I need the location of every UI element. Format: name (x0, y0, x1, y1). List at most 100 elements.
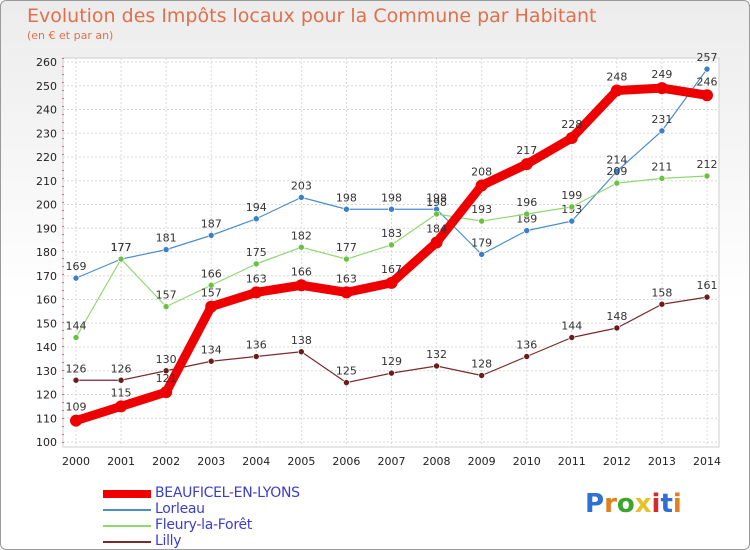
data-label: 138 (291, 334, 312, 347)
data-point (433, 210, 440, 218)
data-label: 257 (697, 51, 718, 64)
data-label: 157 (156, 289, 177, 302)
data-point (250, 286, 263, 299)
data-point (478, 251, 485, 258)
legend-item: Lilly (103, 533, 343, 549)
data-label: 212 (697, 158, 718, 171)
x-tick-label: 2013 (648, 455, 676, 468)
data-point (613, 179, 621, 187)
data-label: 166 (201, 267, 222, 280)
x-tick-label: 2004 (242, 455, 270, 468)
y-tick-label: 250 (36, 80, 57, 93)
data-point (343, 379, 350, 386)
data-point (72, 274, 80, 282)
data-label: 203 (291, 179, 312, 192)
data-point (162, 246, 170, 253)
data-label: 208 (471, 166, 492, 179)
data-point (388, 241, 395, 249)
data-point (655, 82, 668, 95)
data-label: 184 (426, 223, 447, 236)
data-label: 194 (246, 201, 267, 214)
data-point (568, 203, 576, 211)
data-label: 182 (291, 229, 312, 242)
data-point (295, 279, 308, 292)
data-label: 211 (651, 160, 672, 173)
logo-letter: t (660, 489, 673, 519)
y-tick-label: 200 (36, 199, 57, 212)
data-point (523, 227, 531, 234)
data-label: 199 (561, 189, 582, 202)
data-label: 198 (426, 196, 447, 209)
data-point (613, 167, 621, 175)
data-point (433, 362, 440, 370)
legend-swatch (103, 490, 151, 498)
data-label: 214 (606, 153, 627, 166)
data-point (388, 369, 395, 377)
x-tick-label: 2011 (558, 455, 586, 468)
data-label: 209 (606, 165, 627, 178)
data-point (658, 175, 666, 182)
y-tick-label: 100 (36, 436, 57, 449)
logo-letter: r (604, 489, 617, 519)
data-label: 177 (111, 241, 132, 254)
data-label: 158 (651, 286, 672, 299)
legend-label: Lorleau (155, 501, 205, 517)
y-tick-label: 240 (36, 104, 57, 117)
x-tick-label: 2014 (693, 455, 721, 468)
y-tick-label: 160 (36, 294, 57, 307)
data-label: 166 (291, 265, 312, 278)
data-point (523, 353, 531, 360)
data-label: 198 (336, 191, 357, 204)
data-label: 129 (381, 355, 402, 368)
logo-letter: P (585, 489, 605, 519)
data-label: 189 (516, 213, 537, 226)
logo-letter: x (634, 489, 652, 519)
data-label: 144 (561, 320, 582, 333)
data-point (475, 179, 488, 192)
data-point (72, 376, 80, 384)
data-point (385, 276, 398, 289)
data-label: 228 (561, 118, 582, 131)
data-label: 198 (426, 191, 447, 204)
chart-subtitle: (en € et par an) (27, 29, 114, 42)
data-point (430, 236, 443, 249)
data-point (115, 400, 128, 413)
data-label: 132 (426, 348, 447, 361)
legend-item: Fleury-la-Forêt (103, 517, 343, 535)
data-label: 115 (111, 386, 132, 399)
data-label: 217 (516, 144, 537, 157)
y-tick-label: 260 (36, 56, 57, 69)
y-tick-label: 220 (36, 151, 57, 164)
data-label: 136 (516, 339, 537, 352)
data-point (701, 89, 713, 102)
y-tick-label: 230 (36, 127, 57, 140)
legend-swatch (103, 525, 151, 527)
x-tick-label: 2001 (107, 455, 135, 468)
data-point (610, 84, 623, 97)
x-tick-label: 2010 (513, 455, 541, 468)
data-point (207, 232, 215, 239)
data-point (478, 372, 485, 379)
data-point (207, 281, 215, 289)
data-label: 231 (651, 113, 672, 126)
data-point (343, 205, 350, 213)
y-tick-label: 170 (36, 270, 57, 283)
data-point (72, 334, 80, 341)
y-tick-label: 150 (36, 317, 57, 330)
data-point (703, 65, 711, 73)
y-tick-label: 130 (36, 365, 57, 378)
legend-item: Lorleau (103, 501, 343, 519)
data-point (613, 324, 621, 332)
data-label: 169 (66, 260, 87, 273)
data-label: 134 (201, 343, 222, 356)
data-label: 161 (697, 279, 718, 292)
y-tick-label: 210 (36, 175, 57, 188)
data-label: 246 (697, 75, 718, 88)
data-point (298, 194, 305, 201)
logo-letter: i (651, 489, 661, 519)
data-label: 175 (246, 246, 267, 259)
data-point (70, 414, 82, 427)
x-tick-label: 2000 (62, 455, 90, 468)
data-point (340, 286, 353, 299)
